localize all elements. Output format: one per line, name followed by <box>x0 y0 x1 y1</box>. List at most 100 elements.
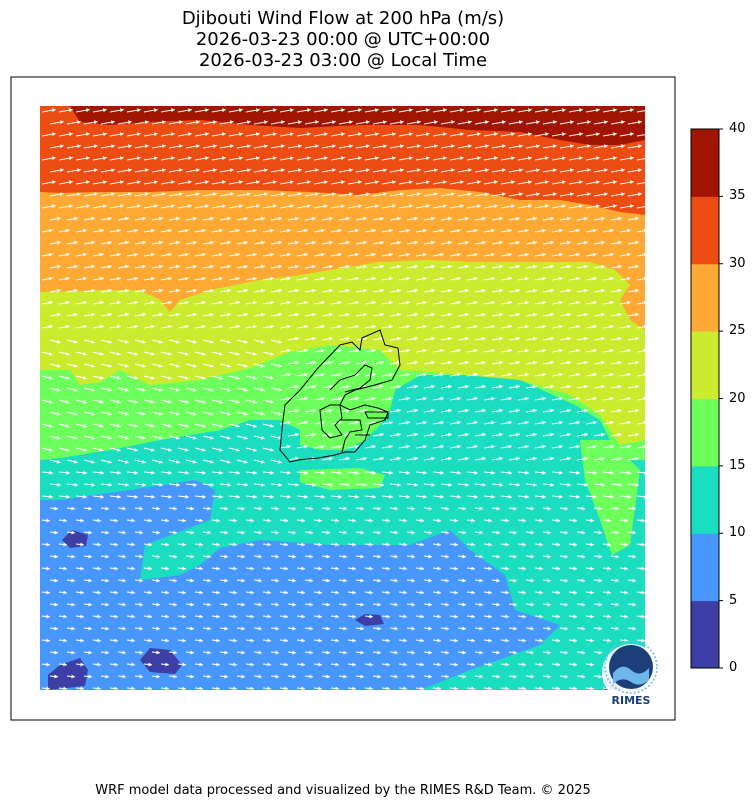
wind-arrow-head <box>153 156 158 161</box>
wind-arrow-head <box>210 240 214 245</box>
wind-arrow-head <box>644 420 645 425</box>
colorbar-tick-label: 10 <box>729 525 746 541</box>
wind-arrow-head <box>573 614 577 619</box>
wind-arrow-head <box>471 566 475 571</box>
wind-arrow-head <box>542 396 546 401</box>
wind-arrow-head <box>190 506 194 511</box>
wind-arrow-head <box>182 542 186 547</box>
wind-arrow-head <box>90 411 95 416</box>
wind-arrow-head <box>380 384 384 389</box>
wind-arrow-head <box>499 456 503 461</box>
wind-arrow-head <box>420 614 424 619</box>
wind-arrow-head <box>312 264 316 269</box>
wind-arrow-head <box>406 228 410 233</box>
wind-arrow-head <box>445 530 449 535</box>
wind-arrow-head <box>73 459 78 464</box>
wind-arrow-head <box>552 168 557 173</box>
wind-arrow-head <box>389 324 393 329</box>
wind-arrow-head <box>533 264 537 269</box>
wind-arrow-head <box>408 180 413 185</box>
wind-arrow-head <box>88 506 92 511</box>
wind-arrow-head <box>403 686 407 690</box>
wind-arrow-head <box>530 602 534 607</box>
wind-arrow-head <box>329 408 333 413</box>
wind-arrow-head <box>97 590 101 595</box>
wind-arrow-head <box>304 228 308 233</box>
map-frame <box>10 76 676 721</box>
wind-arrow-head <box>139 530 143 535</box>
wind-arrow-head <box>590 638 594 643</box>
wind-arrow-head <box>309 626 313 631</box>
wind-arrow-head <box>260 435 265 440</box>
wind-arrow-head <box>159 312 163 317</box>
wind-arrow-head <box>386 638 390 643</box>
wind-arrow-head <box>335 542 339 547</box>
wind-arrow-head <box>581 530 585 535</box>
wind-arrow-head <box>433 168 438 173</box>
wind-arrow-head <box>635 216 639 221</box>
wind-arrow-head <box>610 348 614 353</box>
wind-arrow-head <box>184 423 189 428</box>
wind-arrow-head <box>278 216 282 221</box>
wind-arrow-head <box>244 264 248 269</box>
wind-arrow-head <box>134 228 138 233</box>
wind-arrow-head <box>550 432 554 437</box>
wind-arrow-head <box>607 566 611 571</box>
wind-arrow-head <box>150 447 155 452</box>
wind-arrow-head <box>522 566 526 571</box>
title-line-1: Djibouti Wind Flow at 200 hPa (m/s) <box>181 8 505 29</box>
wind-arrow-head <box>192 363 197 368</box>
wind-arrow-head <box>479 530 483 535</box>
wind-arrow-head <box>544 180 549 185</box>
wind-arrow-head <box>243 387 248 392</box>
wind-arrow-head <box>236 300 240 305</box>
wind-arrow-head <box>207 506 211 511</box>
wind-arrow-head <box>550 456 554 461</box>
wind-arrow-head <box>346 216 350 221</box>
wind-arrow-head <box>284 590 288 595</box>
wind-arrow-head <box>586 168 591 173</box>
wind-arrow-head <box>499 216 503 221</box>
wind-arrow-head <box>644 276 645 281</box>
wind-arrow-head <box>54 506 58 511</box>
wind-arrow-head <box>386 686 390 690</box>
wind-arrow-head <box>107 339 112 344</box>
wind-arrow <box>644 483 645 486</box>
wind-arrow-head <box>136 108 141 113</box>
wind-arrow-head <box>360 554 364 559</box>
wind-arrow-head <box>216 542 220 547</box>
wind-arrow-head <box>550 482 554 487</box>
wind-arrow-head <box>73 387 78 392</box>
wind-arrow-head <box>431 312 435 317</box>
wind-arrow-head <box>91 264 95 269</box>
wind-arrow-head <box>491 444 495 449</box>
wind-arrow-head <box>54 554 58 559</box>
wind-arrow-head <box>212 120 217 125</box>
wind-arrow-head <box>615 602 619 607</box>
wind-arrow-head <box>335 590 339 595</box>
wind-arrow-head <box>505 542 509 547</box>
wind-arrow-head <box>556 518 560 523</box>
wind-arrow-head <box>304 444 308 449</box>
wind-arrow-head <box>167 423 172 428</box>
wind-arrow-head <box>372 252 376 257</box>
wind-arrow-head <box>397 240 401 245</box>
wind-arrow-head <box>108 288 112 293</box>
wind-arrow-head <box>652 409 656 413</box>
wind-arrow-head <box>210 288 214 293</box>
wind-arrow-head <box>261 216 265 221</box>
wind-arrow <box>644 627 645 630</box>
wind-arrow-head <box>199 590 203 595</box>
wind-arrow-head <box>510 204 515 209</box>
wind-arrow-head <box>284 662 288 667</box>
wind-arrow-head <box>241 578 245 583</box>
wind-arrow <box>636 205 645 209</box>
wind-arrow-head <box>474 276 478 281</box>
wind-arrow-head <box>445 602 449 607</box>
wind-arrow-head <box>655 144 659 148</box>
wind-arrow-head <box>644 444 645 449</box>
wind-arrow-head <box>457 300 461 305</box>
wind-arrow-head <box>221 180 226 185</box>
wind-arrow-head <box>148 590 152 595</box>
wind-arrow-head <box>394 602 398 607</box>
